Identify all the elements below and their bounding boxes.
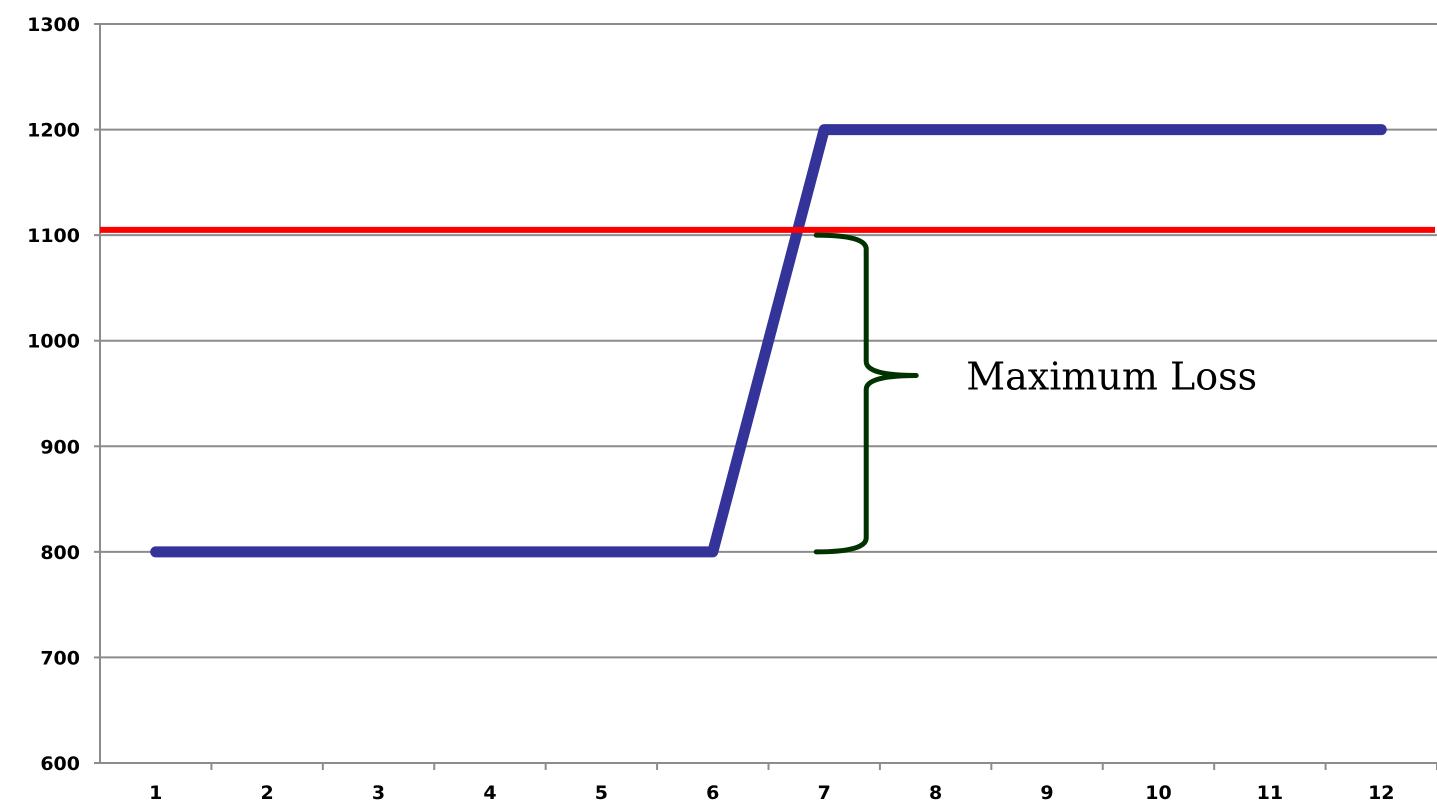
- y-tick-label: 800: [40, 542, 80, 564]
- y-axis-ticks: 600 700 800 900 1000 1100 1200 1300: [27, 14, 100, 775]
- x-tick-label: 8: [929, 782, 942, 804]
- y-tick-label: 1200: [27, 120, 80, 142]
- x-axis-ticks: 1 2 3 4 5 6 7 8 9 10 11 12: [149, 763, 1437, 804]
- maximum-loss-brace: [813, 232, 919, 555]
- x-tick-label: 4: [483, 782, 496, 804]
- series-line: [150, 124, 1387, 558]
- x-tick-label: 6: [706, 782, 719, 804]
- x-tick-label: 3: [372, 782, 385, 804]
- y-tick-label: 900: [40, 436, 80, 458]
- x-tick-label: 7: [818, 782, 831, 804]
- series: [150, 124, 1387, 558]
- x-tick-label: 10: [1145, 782, 1171, 804]
- x-tick-label: 9: [1040, 782, 1053, 804]
- x-tick-label: 5: [595, 782, 608, 804]
- y-tick-label: 1300: [27, 14, 80, 36]
- y-tick-label: 1000: [27, 331, 80, 353]
- x-tick-label: 2: [261, 782, 274, 804]
- y-tick-label: 1100: [27, 225, 80, 247]
- y-tick-label: 600: [40, 753, 80, 775]
- annotations: Maximum Loss: [813, 232, 1257, 555]
- y-tick-label: 700: [40, 647, 80, 669]
- maximum-loss-label: Maximum Loss: [966, 355, 1257, 399]
- x-tick-label: 11: [1257, 782, 1283, 804]
- x-tick-label: 1: [149, 782, 162, 804]
- x-tick-label: 12: [1368, 782, 1394, 804]
